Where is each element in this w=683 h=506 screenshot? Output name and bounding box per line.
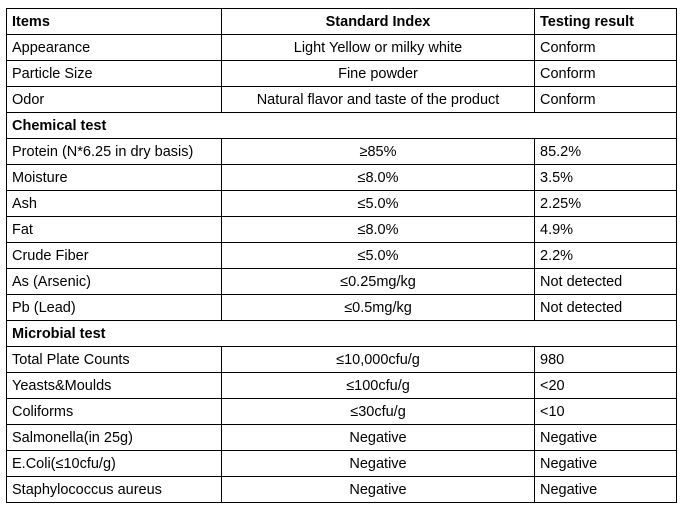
table-row: Fat ≤8.0% 4.9%: [6, 216, 677, 243]
item-cell: E.Coli(≤10cfu/g): [6, 450, 222, 477]
item-cell: Salmonella(in 25g): [6, 424, 222, 451]
result-cell: Conform: [534, 86, 677, 113]
standard-cell: ≤100cfu/g: [221, 372, 535, 399]
standard-cell: Fine powder: [221, 60, 535, 87]
item-cell: Yeasts&Moulds: [6, 372, 222, 399]
header-standard-index: Standard Index: [221, 8, 535, 35]
result-cell: 2.2%: [534, 242, 677, 269]
standard-cell: ≤5.0%: [221, 242, 535, 269]
standard-cell: Light Yellow or milky white: [221, 34, 535, 61]
standard-cell: ≥85%: [221, 138, 535, 165]
table-row: Particle Size Fine powder Conform: [6, 60, 677, 87]
standard-cell: Natural flavor and taste of the product: [221, 86, 535, 113]
section-title-chemical: Chemical test: [6, 112, 677, 139]
result-cell: <20: [534, 372, 677, 399]
standard-cell: ≤30cfu/g: [221, 398, 535, 425]
result-cell: Negative: [534, 424, 677, 451]
table-row: Crude Fiber ≤5.0% 2.2%: [6, 242, 677, 269]
standard-cell: ≤5.0%: [221, 190, 535, 217]
header-items: Items: [6, 8, 222, 35]
result-cell: <10: [534, 398, 677, 425]
table-row: Odor Natural flavor and taste of the pro…: [6, 86, 677, 113]
standard-cell: ≤8.0%: [221, 216, 535, 243]
result-cell: 980: [534, 346, 677, 373]
item-cell: Appearance: [6, 34, 222, 61]
item-cell: Coliforms: [6, 398, 222, 425]
table-row: Pb (Lead) ≤0.5mg/kg Not detected: [6, 294, 677, 321]
standard-cell: ≤8.0%: [221, 164, 535, 191]
table-row: As (Arsenic) ≤0.25mg/kg Not detected: [6, 268, 677, 295]
header-testing-result: Testing result: [534, 8, 677, 35]
table-row: Ash ≤5.0% 2.25%: [6, 190, 677, 217]
item-cell: Crude Fiber: [6, 242, 222, 269]
item-cell: Total Plate Counts: [6, 346, 222, 373]
table-row: Coliforms ≤30cfu/g <10: [6, 398, 677, 425]
table-row: Staphylococcus aureus Negative Negative: [6, 476, 677, 503]
table-row: Salmonella(in 25g) Negative Negative: [6, 424, 677, 451]
item-cell: Odor: [6, 86, 222, 113]
table-row: Moisture ≤8.0% 3.5%: [6, 164, 677, 191]
result-cell: 3.5%: [534, 164, 677, 191]
table-row: Total Plate Counts ≤10,000cfu/g 980: [6, 346, 677, 373]
result-cell: Conform: [534, 34, 677, 61]
item-cell: Protein (N*6.25 in dry basis): [6, 138, 222, 165]
result-cell: 2.25%: [534, 190, 677, 217]
header-row: Items Standard Index Testing result: [6, 8, 677, 35]
result-cell: Not detected: [534, 294, 677, 321]
item-cell: Ash: [6, 190, 222, 217]
result-cell: Negative: [534, 476, 677, 503]
section-row-chemical: Chemical test: [6, 112, 677, 139]
standard-cell: ≤0.5mg/kg: [221, 294, 535, 321]
standard-cell: Negative: [221, 450, 535, 477]
standard-cell: ≤0.25mg/kg: [221, 268, 535, 295]
item-cell: Pb (Lead): [6, 294, 222, 321]
result-cell: Negative: [534, 450, 677, 477]
table-row: Protein (N*6.25 in dry basis) ≥85% 85.2%: [6, 138, 677, 165]
result-cell: 4.9%: [534, 216, 677, 243]
standard-cell: Negative: [221, 476, 535, 503]
table-row: Yeasts&Moulds ≤100cfu/g <20: [6, 372, 677, 399]
section-title-microbial: Microbial test: [6, 320, 677, 347]
item-cell: Moisture: [6, 164, 222, 191]
table-row: Appearance Light Yellow or milky white C…: [6, 34, 677, 61]
result-cell: Not detected: [534, 268, 677, 295]
item-cell: Particle Size: [6, 60, 222, 87]
item-cell: As (Arsenic): [6, 268, 222, 295]
standard-cell: ≤10,000cfu/g: [221, 346, 535, 373]
result-cell: Conform: [534, 60, 677, 87]
item-cell: Fat: [6, 216, 222, 243]
specification-table: Items Standard Index Testing result Appe…: [6, 8, 677, 503]
result-cell: 85.2%: [534, 138, 677, 165]
table-row: E.Coli(≤10cfu/g) Negative Negative: [6, 450, 677, 477]
section-row-microbial: Microbial test: [6, 320, 677, 347]
standard-cell: Negative: [221, 424, 535, 451]
item-cell: Staphylococcus aureus: [6, 476, 222, 503]
